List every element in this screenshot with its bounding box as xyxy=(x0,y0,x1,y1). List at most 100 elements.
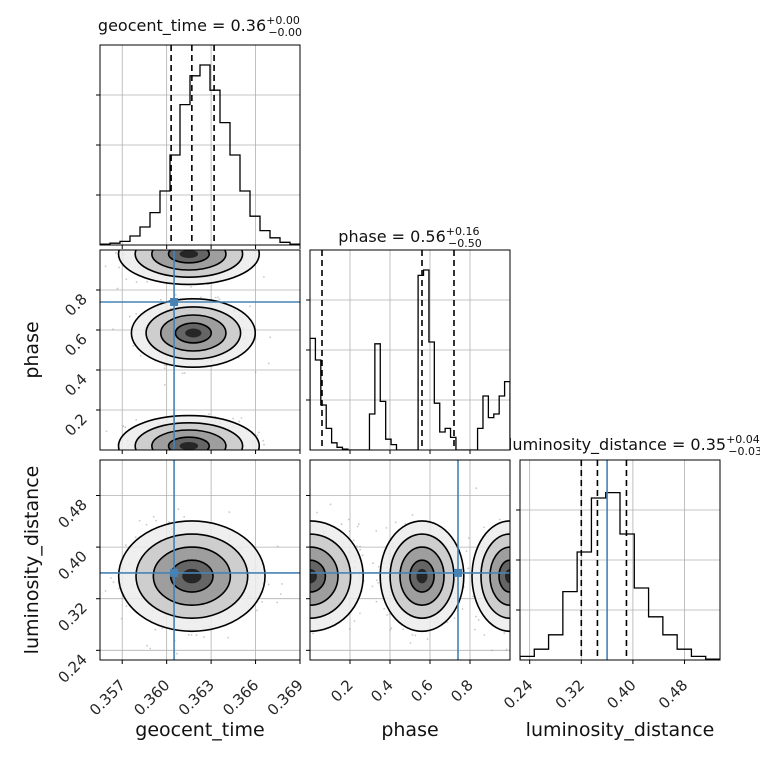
sample-point xyxy=(297,570,299,572)
sample-point xyxy=(552,557,554,559)
sample-point xyxy=(185,454,187,456)
y-tick-label: 0.32 xyxy=(54,599,90,635)
sample-point xyxy=(139,471,141,473)
sample-point xyxy=(211,454,213,456)
sample-point xyxy=(222,464,224,466)
sample-point xyxy=(511,577,513,579)
sample-point xyxy=(520,602,522,604)
sample-point xyxy=(513,555,515,557)
sample-point xyxy=(498,518,501,521)
sample-point xyxy=(200,296,202,299)
x-tick-label: 0.32 xyxy=(552,676,588,712)
sample-point xyxy=(306,554,308,556)
sample-point xyxy=(281,582,283,585)
sample-point xyxy=(536,508,538,510)
sample-point xyxy=(239,241,241,243)
density-level xyxy=(179,250,199,258)
sample-point xyxy=(249,454,251,456)
sample-point xyxy=(174,242,176,244)
sample-point xyxy=(243,454,245,456)
sample-point xyxy=(261,600,263,603)
title-lower-error: −0.00 xyxy=(268,26,302,39)
sample-point xyxy=(290,555,292,557)
sample-point xyxy=(172,456,174,458)
sample-point xyxy=(279,557,281,559)
sample-point xyxy=(202,247,204,249)
sample-point xyxy=(306,557,308,559)
panel-title-phase: phase = 0.56+0.16 −0.50 xyxy=(338,225,481,250)
sample-point xyxy=(189,467,191,469)
sample-point xyxy=(135,281,138,284)
sample-point xyxy=(411,514,414,516)
density-level xyxy=(499,560,510,593)
sample-point xyxy=(182,484,184,486)
sample-point xyxy=(201,232,203,234)
y-tick-label: 0.6 xyxy=(61,330,91,360)
sample-point xyxy=(302,562,304,564)
sample-point xyxy=(156,451,158,453)
sample-point xyxy=(293,603,295,605)
sample-point xyxy=(505,648,508,651)
sample-point xyxy=(182,455,184,457)
sample-point xyxy=(147,237,149,239)
sample-point xyxy=(154,457,156,459)
contour-line xyxy=(117,250,261,286)
sample-point xyxy=(214,296,217,299)
sample-point xyxy=(514,536,516,538)
y-axis-label: luminosity_distance xyxy=(21,466,43,655)
sample-point xyxy=(303,552,305,554)
sample-point xyxy=(203,454,205,456)
sample-point xyxy=(230,235,232,237)
sample-point xyxy=(164,452,166,454)
sample-point xyxy=(530,612,532,614)
sample-point xyxy=(512,547,514,549)
sample-point xyxy=(513,598,515,600)
title-upper-error: +0.16 xyxy=(446,225,480,238)
sample-point xyxy=(281,609,283,611)
sample-point xyxy=(203,458,205,460)
sample-point xyxy=(516,590,518,592)
sample-point xyxy=(171,233,173,235)
sample-point xyxy=(514,571,516,573)
sample-point xyxy=(148,458,150,460)
sample-point xyxy=(329,503,332,506)
sample-point xyxy=(128,465,130,467)
sample-point xyxy=(513,631,515,633)
sample-point xyxy=(533,573,535,575)
sample-point xyxy=(394,521,397,524)
sample-point xyxy=(383,607,386,610)
sample-point xyxy=(514,595,516,597)
sample-point xyxy=(204,453,206,455)
sample-point xyxy=(150,467,152,469)
sample-point xyxy=(155,519,158,522)
y-tick-label: 0.4 xyxy=(61,370,91,400)
sample-point xyxy=(258,431,260,434)
sample-point xyxy=(453,617,456,620)
sample-point xyxy=(145,465,147,467)
sample-point xyxy=(554,576,556,578)
sample-point xyxy=(294,585,296,587)
sample-point xyxy=(186,248,188,250)
sample-point xyxy=(190,634,193,636)
sample-point xyxy=(218,298,221,301)
sample-point xyxy=(300,573,302,575)
sample-point xyxy=(190,286,192,288)
x-tick-label: 0.363 xyxy=(175,676,218,719)
x-axis-label: phase xyxy=(381,719,438,741)
sample-point xyxy=(139,354,142,357)
sample-point xyxy=(249,305,251,308)
sample-point xyxy=(174,239,176,241)
sample-point xyxy=(536,567,538,569)
sample-point xyxy=(201,235,203,237)
sample-point xyxy=(181,466,183,468)
sample-point xyxy=(520,580,522,582)
title-lower-error: −0.50 xyxy=(448,237,482,250)
panel-content xyxy=(520,460,720,660)
sample-point xyxy=(161,451,163,453)
sample-point xyxy=(467,537,470,539)
sample-point xyxy=(192,246,194,248)
sample-point xyxy=(518,525,520,527)
sample-point xyxy=(156,457,158,459)
sample-point xyxy=(227,247,229,249)
sample-point xyxy=(138,239,140,241)
